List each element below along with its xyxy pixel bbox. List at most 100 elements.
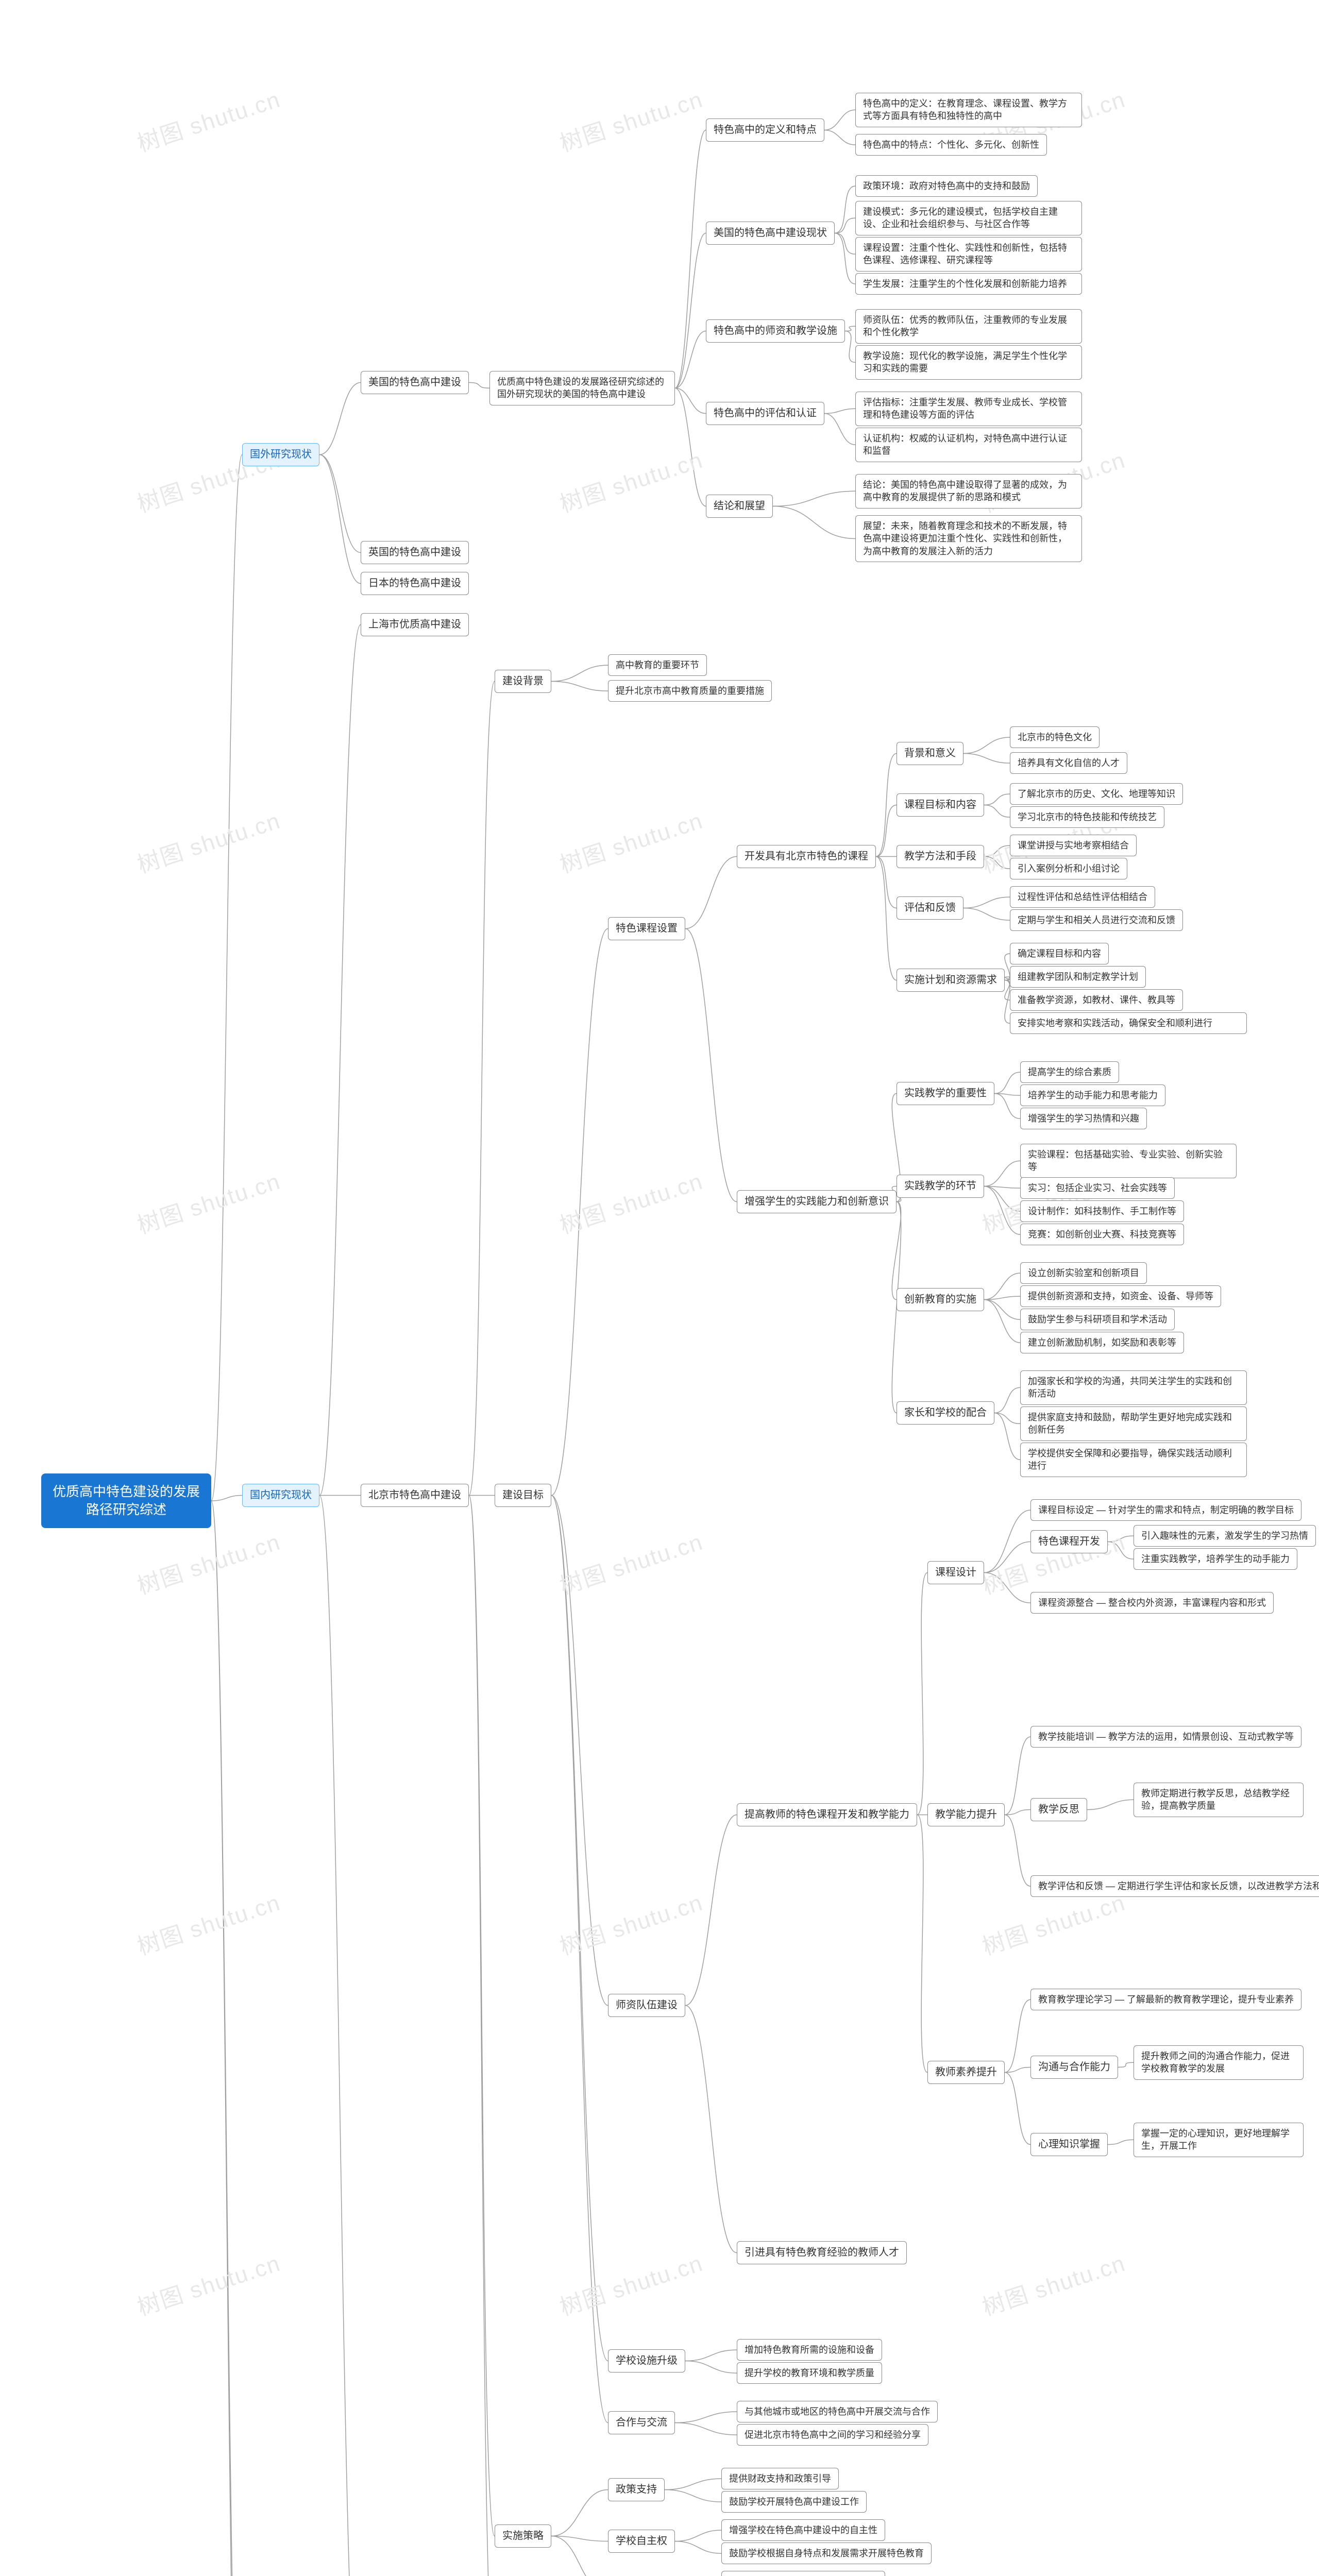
mindmap-node[interactable]: 师资队伍建设 — [608, 1994, 685, 2017]
mindmap-node[interactable]: 国外研究现状 — [242, 443, 319, 466]
mindmap-node[interactable]: 展望：未来，随着教育理念和技术的不断发展，特色高中建设将更加注重个性化、实践性和… — [855, 515, 1082, 562]
mindmap-node[interactable]: 增强学生的学习热情和兴趣 — [1020, 1108, 1147, 1129]
mindmap-node[interactable]: 合作与交流 — [608, 2411, 675, 2434]
mindmap-node[interactable]: 教学技能培训 — 教学方法的运用，如情景创设、互动式教学等 — [1030, 1726, 1301, 1748]
mindmap-node[interactable]: 师资队伍：优秀的教师队伍，注重教师的专业发展和个性化教学 — [855, 309, 1082, 344]
mindmap-node[interactable]: 家长和学校的配合 — [897, 1401, 994, 1425]
mindmap-node[interactable]: 教学反思 — [1030, 1798, 1087, 1821]
mindmap-node[interactable]: 北京市特色高中建设 — [361, 1484, 469, 1507]
mindmap-node[interactable]: 教学评估和反馈 — 定期进行学生评估和家长反馈，以改进教学方法和内容 — [1030, 1875, 1319, 1897]
mindmap-node[interactable]: 教学方法和手段 — [897, 845, 984, 868]
mindmap-node[interactable]: 提供家庭支持和鼓励，帮助学生更好地完成实践和创新任务 — [1020, 1406, 1247, 1441]
mindmap-node[interactable]: 学校设施升级 — [608, 2349, 685, 2372]
mindmap-node[interactable]: 过程性评估和总结性评估相结合 — [1010, 886, 1155, 908]
mindmap-node[interactable]: 课程设计 — [927, 1561, 984, 1584]
mindmap-node[interactable]: 提供创新资源和支持，如资金、设备、导师等 — [1020, 1285, 1221, 1307]
mindmap-node[interactable]: 实践教学的环节 — [897, 1175, 984, 1198]
mindmap-node[interactable]: 政策环境：政府对特色高中的支持和鼓励 — [855, 175, 1038, 197]
mindmap-node[interactable]: 实施计划和资源需求 — [897, 969, 1005, 992]
mindmap-node[interactable]: 建立创新激励机制，如奖励和表彰等 — [1020, 1332, 1184, 1353]
mindmap-node[interactable]: 与其他城市或地区的特色高中开展交流与合作 — [737, 2401, 938, 2422]
mindmap-node[interactable]: 开发具有北京市特色的课程 — [737, 845, 876, 868]
mindmap-node[interactable]: 特色高中的定义和特点 — [706, 118, 824, 142]
mindmap-node[interactable]: 建设目标 — [495, 1484, 551, 1507]
mindmap-node[interactable]: 课堂讲授与实地考察相结合 — [1010, 835, 1137, 856]
mindmap-node[interactable]: 定期与学生和相关人员进行交流和反馈 — [1010, 909, 1183, 931]
mindmap-node[interactable]: 掌握一定的心理知识，更好地理解学生，开展工作 — [1134, 2123, 1304, 2157]
mindmap-node[interactable]: 学生发展：注重学生的个性化发展和创新能力培养 — [855, 273, 1082, 295]
mindmap-node[interactable]: 评估和反馈 — [897, 896, 963, 920]
mindmap-node[interactable]: 国内研究现状 — [242, 1484, 319, 1507]
mindmap-node[interactable]: 加强家长和学校的沟通，共同关注学生的实践和创新活动 — [1020, 1370, 1247, 1405]
mindmap-node[interactable]: 沟通与合作能力 — [1030, 2056, 1118, 2079]
mindmap-node[interactable]: 学校提供安全保障和必要指导，确保实践活动顺利进行 — [1020, 1443, 1247, 1477]
mindmap-node[interactable]: 特色高中的评估和认证 — [706, 402, 824, 425]
mindmap-node[interactable]: 建设模式：多元化的建设模式，包括学校自主建设、企业和社会组织参与、与社区合作等 — [855, 201, 1082, 235]
mindmap-node[interactable]: 英国的特色高中建设 — [361, 541, 469, 564]
mindmap-node[interactable]: 课程设置：注重个性化、实践性和创新性，包括特色课程、选修课程、研究课程等 — [855, 237, 1082, 272]
mindmap-node[interactable]: 高中教育的重要环节 — [608, 654, 707, 676]
mindmap-node[interactable]: 提供财政支持和政策引导 — [721, 2468, 839, 2489]
mindmap-node[interactable]: 教师定期进行教学反思，总结教学经验，提高教学质量 — [1134, 1783, 1304, 1817]
mindmap-node[interactable]: 优质高中特色建设的发展路径研究综述 — [41, 1473, 211, 1528]
mindmap-node[interactable]: 优质高中特色建设的发展路径研究综述的国外研究现状的美国的特色高中建设 — [489, 371, 675, 405]
mindmap-node[interactable]: 实践教学的重要性 — [897, 1082, 994, 1105]
mindmap-node[interactable]: 课程目标设定 — 针对学生的需求和特点，制定明确的教学目标 — [1030, 1499, 1301, 1521]
mindmap-node[interactable]: 确定课程目标和内容 — [1010, 943, 1109, 964]
mindmap-node[interactable]: 教学能力提升 — [927, 1803, 1005, 1826]
mindmap-node[interactable]: 鼓励学生参与科研项目和学术活动 — [1020, 1309, 1175, 1330]
mindmap-node[interactable]: 北京市的特色文化 — [1010, 726, 1100, 748]
mindmap-node[interactable]: 美国的特色高中建设 — [361, 371, 469, 394]
mindmap-node[interactable]: 课程资源整合 — 整合校内外资源，丰富课程内容和形式 — [1030, 1592, 1274, 1614]
mindmap-node[interactable]: 引进具有特色教育经验的教师人才 — [737, 2241, 907, 2264]
mindmap-node[interactable]: 实验课程：包括基础实验、专业实验、创新实验等 — [1020, 1144, 1237, 1178]
mindmap-node[interactable]: 竞赛：如创新创业大赛、科技竞赛等 — [1020, 1224, 1184, 1245]
mindmap-node[interactable]: 提升北京市高中教育质量的重要措施 — [608, 680, 772, 702]
mindmap-node[interactable]: 引入趣味性的元素，激发学生的学习热情 — [1134, 1525, 1316, 1547]
mindmap-node[interactable]: 实习：包括企业实习、社会实践等 — [1020, 1177, 1175, 1199]
mindmap-node[interactable]: 心理知识掌握 — [1030, 2133, 1108, 2156]
mindmap-node[interactable]: 课程目标和内容 — [897, 793, 984, 817]
mindmap-node[interactable]: 了解北京市的历史、文化、地理等知识 — [1010, 783, 1183, 805]
mindmap-node[interactable]: 教师素养提升 — [927, 2061, 1005, 2084]
mindmap-node[interactable]: 教学设施：现代化的教学设施，满足学生个性化学习和实践的需要 — [855, 345, 1082, 380]
mindmap-node[interactable]: 特色高中的定义：在教育理念、课程设置、教学方式等方面具有特色和独特性的高中 — [855, 93, 1082, 127]
mindmap-node[interactable]: 引入案例分析和小组讨论 — [1010, 858, 1127, 879]
mindmap-node[interactable]: 特色高中的特点：个性化、多元化、创新性 — [855, 134, 1047, 156]
mindmap-node[interactable]: 提升学校的教育环境和教学质量 — [737, 2362, 882, 2384]
mindmap-node[interactable]: 提高教师的特色课程开发和教学能力 — [737, 1803, 917, 1826]
mindmap-node[interactable]: 鼓励学校开展特色高中建设工作 — [721, 2491, 867, 2513]
mindmap-node[interactable]: 设立创新实验室和创新项目 — [1020, 1262, 1147, 1284]
mindmap-node[interactable]: 评估指标：注重学生发展、教师专业成长、学校管理和特色建设等方面的评估 — [855, 392, 1082, 426]
mindmap-node[interactable]: 政策支持 — [608, 2478, 665, 2501]
mindmap-node[interactable]: 美国的特色高中建设现状 — [706, 222, 835, 245]
mindmap-node[interactable]: 特色课程设置 — [608, 917, 685, 940]
mindmap-node[interactable]: 增强学生的实践能力和创新意识 — [737, 1190, 897, 1213]
mindmap-node[interactable]: 学校自主权 — [608, 2530, 675, 2553]
mindmap-node[interactable]: 鼓励学校根据自身特点和发展需求开展特色教育 — [721, 2543, 932, 2564]
mindmap-node[interactable]: 认证机构：权威的认证机构，对特色高中进行认证和监督 — [855, 428, 1082, 462]
mindmap-node[interactable]: 提高学生的综合素质 — [1020, 1061, 1119, 1083]
mindmap-node[interactable]: 结论：美国的特色高中建设取得了显著的成效，为高中教育的发展提供了新的思路和模式 — [855, 474, 1082, 509]
mindmap-node[interactable]: 促进北京市特色高中之间的学习和经验分享 — [737, 2424, 928, 2446]
mindmap-node[interactable]: 上海市优质高中建设 — [361, 613, 469, 636]
mindmap-node[interactable]: 增加特色教育所需的设施和设备 — [737, 2339, 882, 2361]
mindmap-node[interactable]: 准备教学资源，如教材、课件、教具等 — [1010, 989, 1183, 1011]
mindmap-node[interactable]: 提升教师之间的沟通合作能力，促进学校教育教学的发展 — [1134, 2045, 1304, 2080]
mindmap-node[interactable]: 结论和展望 — [706, 495, 773, 518]
mindmap-node[interactable]: 背景和意义 — [897, 742, 963, 765]
mindmap-node[interactable]: 特色课程开发 — [1030, 1530, 1108, 1553]
mindmap-node[interactable]: 注重实践教学，培养学生的动手能力 — [1134, 1548, 1297, 1570]
mindmap-node[interactable]: 日本的特色高中建设 — [361, 572, 469, 595]
mindmap-node[interactable]: 创新教育的实施 — [897, 1288, 984, 1311]
mindmap-node[interactable]: 安排实地考察和实践活动，确保安全和顺利进行 — [1010, 1012, 1247, 1034]
mindmap-node[interactable]: 培养学生的动手能力和思考能力 — [1020, 1084, 1165, 1106]
mindmap-node[interactable]: 建设背景 — [495, 670, 551, 693]
mindmap-node[interactable]: 培养具有文化自信的人才 — [1010, 752, 1127, 774]
mindmap-node[interactable]: 增强学校在特色高中建设中的自主性 — [721, 2519, 885, 2541]
mindmap-node[interactable]: 组建教学团队和制定教学计划 — [1010, 966, 1146, 988]
mindmap-node[interactable]: 鼓励社会各界参与特色高中建设工作 — [721, 2571, 885, 2576]
mindmap-node[interactable]: 特色高中的师资和教学设施 — [706, 319, 845, 343]
mindmap-node[interactable]: 实施策略 — [495, 2524, 551, 2548]
mindmap-node[interactable]: 设计制作：如科技制作、手工制作等 — [1020, 1200, 1184, 1222]
